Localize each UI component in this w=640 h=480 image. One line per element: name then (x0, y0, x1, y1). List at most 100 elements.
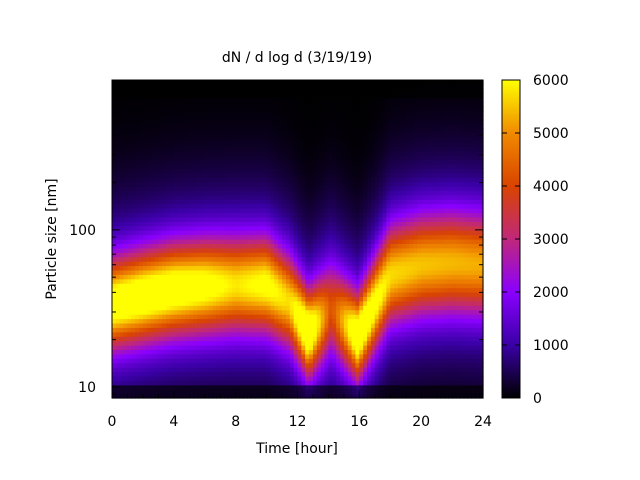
heatmap-cell (370, 340, 376, 346)
heatmap-cell (328, 375, 333, 381)
heatmap-cell (309, 225, 314, 231)
heatmap-cell (154, 314, 159, 320)
heatmap-cell (154, 243, 159, 249)
heatmap-cell (162, 305, 167, 311)
heatmap-cell (200, 102, 206, 108)
heatmap-cell (258, 221, 264, 227)
heatmap-cell (363, 336, 368, 342)
heatmap-cell (119, 274, 125, 280)
heatmap-cell (243, 110, 248, 116)
heatmap-cell (274, 93, 279, 99)
heatmap-cell (208, 177, 214, 183)
heatmap-cell (262, 177, 268, 183)
heatmap-cell (181, 212, 187, 218)
heatmap-cell (374, 327, 380, 333)
heatmap-cell (142, 362, 148, 368)
heatmap-cell (274, 256, 279, 262)
heatmap-cell (266, 318, 272, 324)
heatmap-cell (216, 300, 221, 306)
heatmap-cell (173, 115, 179, 121)
heatmap-cell (324, 336, 330, 342)
heatmap-cell (363, 234, 368, 240)
heatmap-cell (166, 199, 171, 205)
heatmap-cell (200, 163, 206, 169)
heatmap-cell (169, 128, 175, 134)
heatmap-cell (162, 234, 167, 240)
heatmap-cell (220, 380, 225, 386)
heatmap-cell (197, 340, 202, 346)
heatmap-cell (135, 340, 140, 346)
heatmap-cell (158, 367, 163, 373)
heatmap-cell (231, 212, 237, 218)
heatmap-cell (251, 115, 256, 121)
heatmap-cell (119, 216, 125, 222)
heatmap-cell (158, 265, 163, 271)
heatmap-cell (243, 234, 248, 240)
heatmap-cell (112, 168, 117, 174)
heatmap-cell (181, 261, 187, 267)
heatmap-cell (355, 133, 360, 139)
heatmap-cell (251, 234, 256, 240)
heatmap-cell (227, 88, 233, 94)
heatmap-cell (123, 212, 129, 218)
heatmap-cell (324, 287, 330, 293)
heatmap-cell (235, 181, 241, 187)
heatmap-cell (181, 159, 187, 165)
heatmap-cell (224, 362, 229, 368)
heatmap-cell (247, 225, 252, 231)
heatmap-cell (351, 146, 357, 152)
heatmap-cell (367, 93, 372, 99)
heatmap-cell (185, 172, 190, 178)
heatmap-cell (212, 367, 217, 373)
heatmap-cell (340, 133, 345, 139)
heatmap-cell (243, 88, 248, 94)
heatmap-cell (320, 353, 326, 359)
heatmap-cell (239, 252, 244, 258)
heatmap-cell (204, 322, 210, 328)
heatmap-cell (305, 155, 310, 161)
heatmap-cell (197, 336, 202, 342)
heatmap-cell (119, 199, 125, 205)
heatmap-cell (312, 345, 318, 351)
heatmap-cell (351, 137, 357, 143)
heatmap-cell (212, 243, 217, 249)
heatmap-cell (224, 177, 229, 183)
heatmap-cell (193, 133, 198, 139)
heatmap-cell (282, 106, 287, 112)
heatmap-cell (351, 199, 357, 205)
heatmap-cell (316, 309, 322, 315)
heatmap-cell (351, 305, 357, 311)
heatmap-cell (332, 300, 337, 306)
heatmap-cell (309, 150, 314, 156)
heatmap-cell (367, 322, 372, 328)
heatmap-cell (266, 269, 272, 275)
heatmap-cell (212, 393, 217, 399)
heatmap-cell (131, 362, 136, 368)
heatmap-cell (115, 150, 121, 156)
heatmap-cell (142, 239, 148, 245)
heatmap-cell (131, 292, 136, 298)
heatmap-cell (243, 252, 248, 258)
heatmap-cell (289, 155, 295, 161)
heatmap-cell (347, 256, 353, 262)
heatmap-cell (131, 309, 136, 315)
heatmap-cell (227, 93, 233, 99)
heatmap-cell (127, 230, 132, 236)
heatmap-cell (355, 239, 360, 245)
heatmap-cell (347, 88, 353, 94)
heatmap-cell (189, 380, 194, 386)
heatmap-cell (135, 190, 140, 196)
heatmap-cell (262, 265, 268, 271)
heatmap-cell (119, 243, 125, 249)
heatmap-cell (166, 186, 171, 192)
heatmap-cell (220, 216, 225, 222)
heatmap-cell (370, 300, 376, 306)
heatmap-cell (247, 172, 252, 178)
heatmap-cell (200, 380, 206, 386)
heatmap-cell (169, 265, 175, 271)
heatmap-cell (243, 146, 248, 152)
heatmap-cell (193, 371, 198, 377)
heatmap-cell (112, 247, 117, 253)
heatmap-cell (119, 159, 125, 165)
heatmap-cell (227, 239, 233, 245)
